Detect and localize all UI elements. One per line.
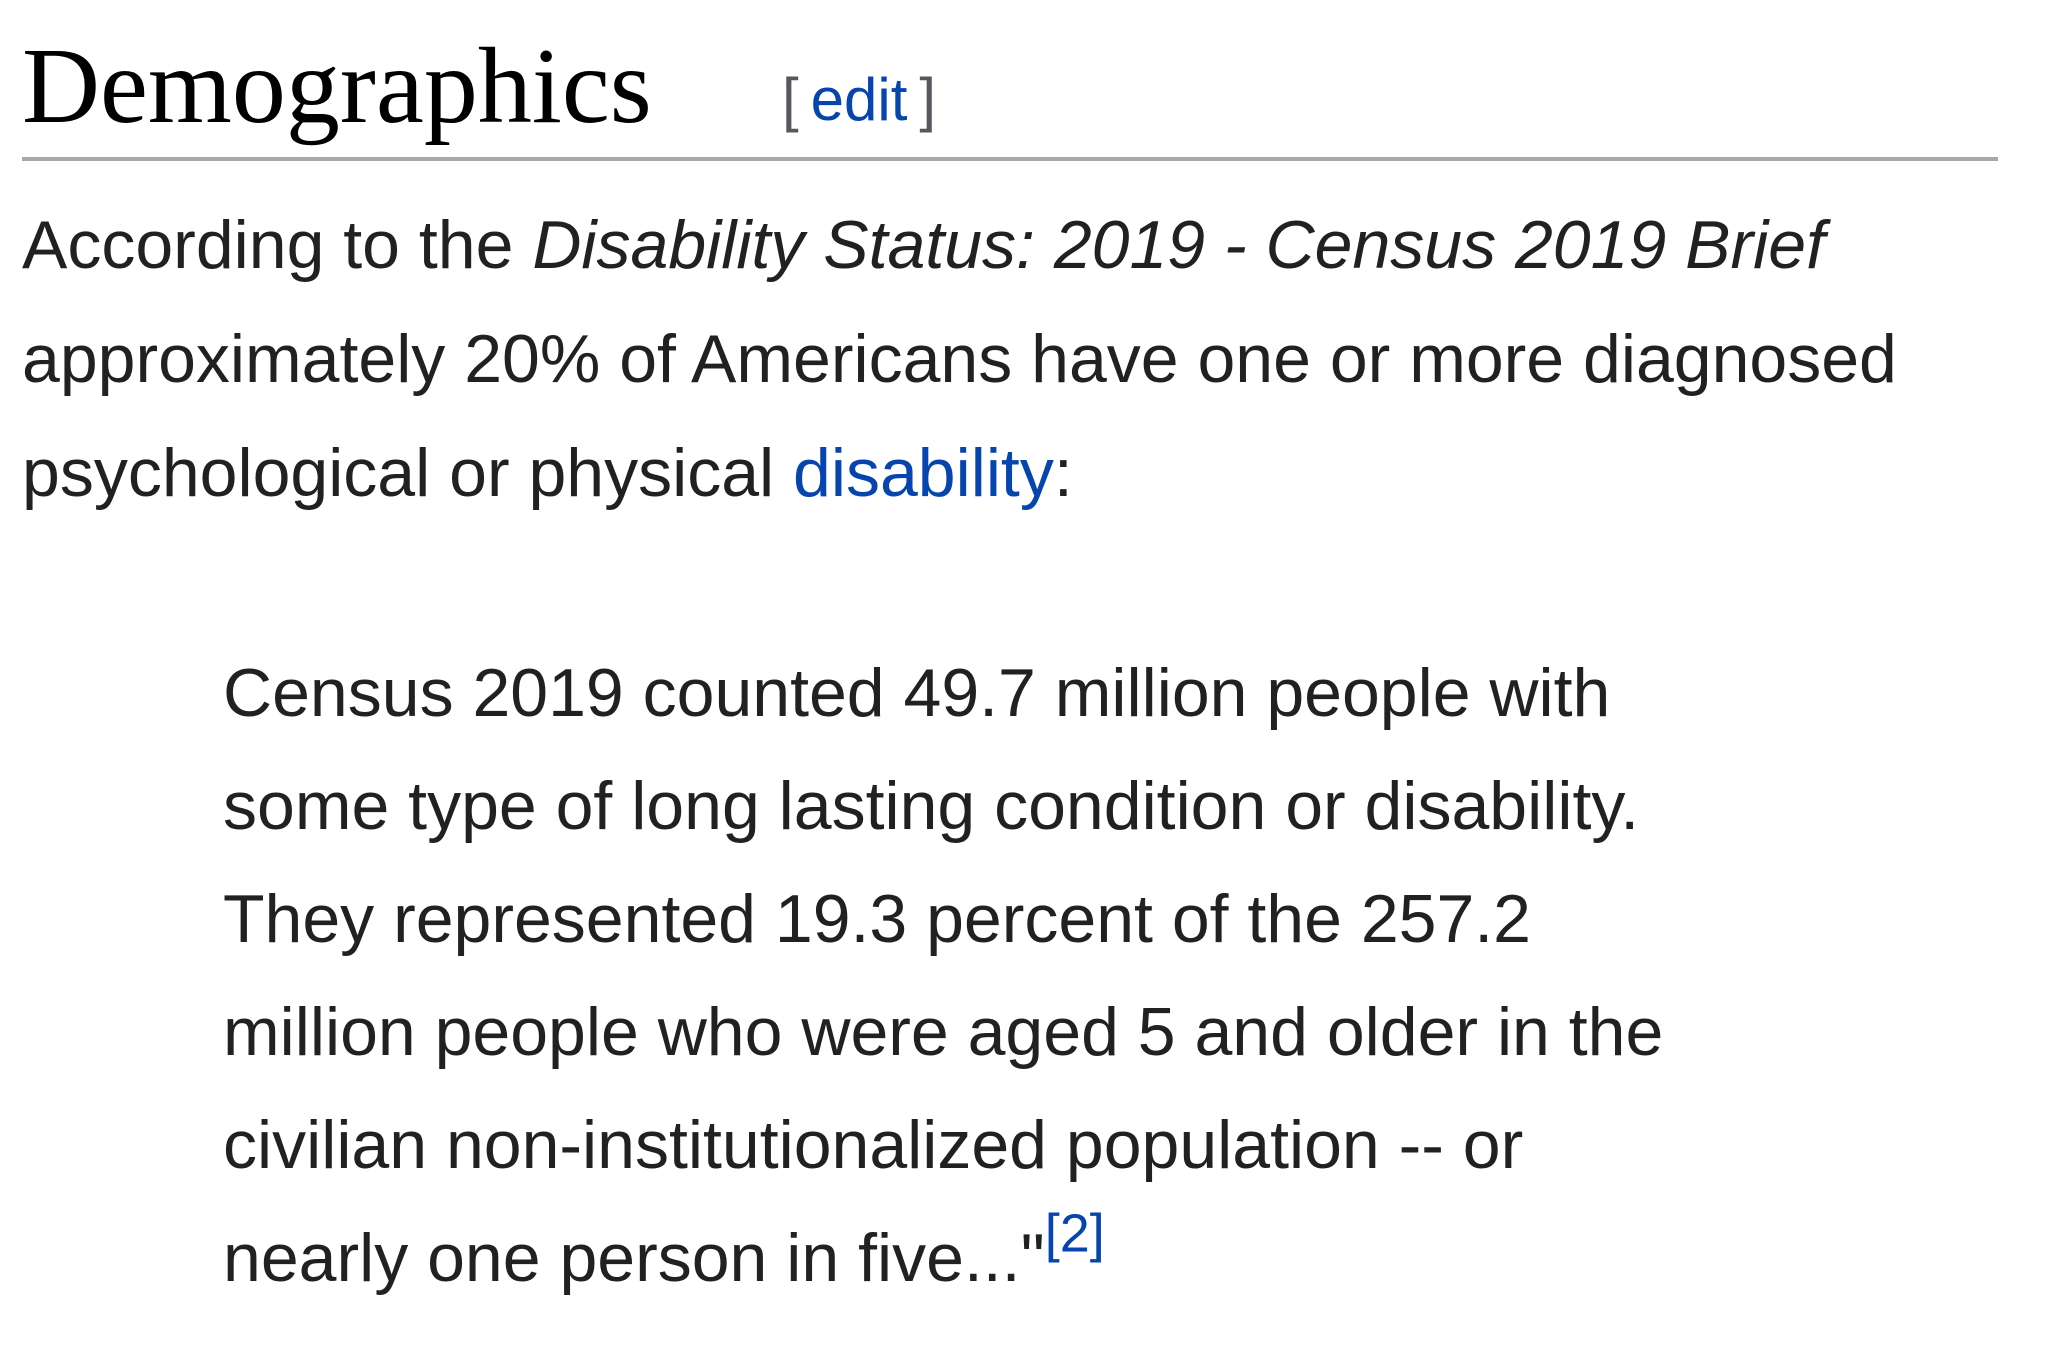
section-heading: Demographics [edit]	[22, 0, 1998, 161]
quote-line: Census 2019 counted 49.7 million people …	[223, 655, 1611, 731]
demographics-section: Demographics [edit] According to the Dis…	[22, 0, 2012, 1296]
edit-section: [edit]	[782, 64, 936, 136]
quote-line: million people who were aged 5 and older…	[223, 994, 1664, 1070]
disability-link[interactable]: disability	[793, 435, 1054, 511]
quote-line: civilian non-institutionalized populatio…	[223, 1107, 1524, 1183]
citation-link[interactable]: [2]	[1044, 1203, 1105, 1264]
intro-text-line3: psychological or physical	[22, 435, 794, 511]
quote-line: They represented 19.3 percent of the 257…	[223, 881, 1532, 957]
intro-colon: :	[1053, 435, 1073, 511]
quote-line: some type of long lasting condition or d…	[223, 768, 1640, 844]
quote-line: nearly one person in five..."	[223, 1220, 1045, 1296]
intro-text-prefix: According to the	[22, 207, 533, 283]
edit-bracket-close: ]	[919, 66, 937, 133]
source-title: Disability Status: 2019 - Census 2019 Br…	[532, 207, 1825, 283]
section-title: Demographics	[22, 27, 652, 146]
intro-text-line2: approximately 20% of Americans have one …	[22, 321, 1897, 397]
edit-link[interactable]: edit	[810, 66, 908, 133]
intro-paragraph: According to the Disability Status: 2019…	[22, 188, 2012, 530]
census-quote: Census 2019 counted 49.7 million people …	[223, 637, 1823, 1315]
edit-bracket-open: [	[782, 66, 799, 133]
